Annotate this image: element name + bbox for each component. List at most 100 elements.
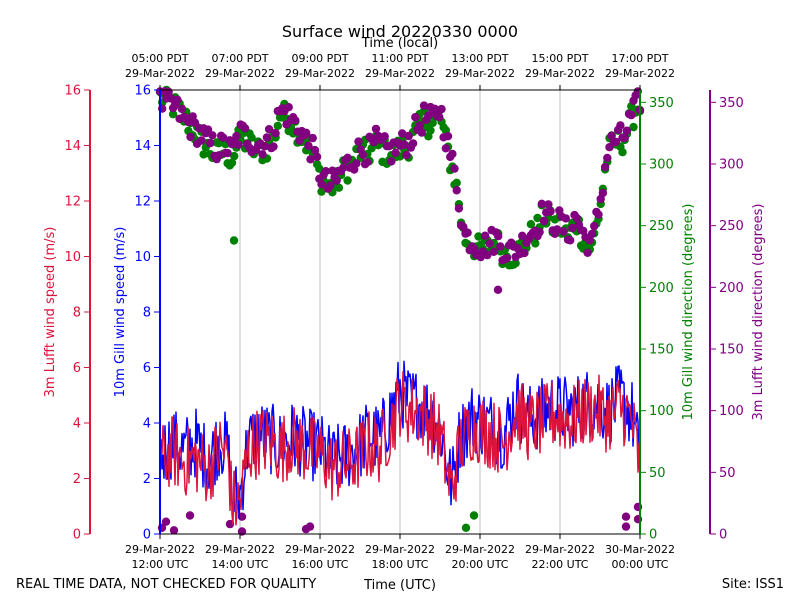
- gill-direction-axis-tick-label: 250: [649, 219, 674, 234]
- direction-point: [306, 155, 315, 164]
- utc-tick-time: 00:00 UTC: [611, 558, 668, 571]
- direction-point: [161, 517, 171, 526]
- series-3m-lufft-wind-direction: [155, 87, 645, 536]
- direction-point: [452, 186, 461, 195]
- chart-title: Surface wind 20220330 0000: [282, 22, 518, 41]
- gill-speed-axis-tick-label: 4: [143, 417, 151, 432]
- gill-speed-axis-tick-label: 12: [134, 195, 151, 210]
- direction-point: [520, 248, 529, 258]
- gill-speed-axis-tick-label: 2: [143, 472, 151, 487]
- direction-point: [448, 149, 457, 159]
- top-axis-label: Time (local): [361, 36, 438, 51]
- utc-tick-date: 29-Mar-2022: [205, 543, 275, 556]
- local-tick-date: 29-Mar-2022: [445, 67, 515, 80]
- direction-point: [537, 199, 546, 208]
- gill-direction-axis-label: 10m Gill wind direction (degrees): [681, 204, 696, 421]
- local-tick-time: 13:00 PDT: [451, 52, 508, 65]
- direction-point: [402, 151, 411, 160]
- direction-point: [227, 158, 237, 167]
- direction-point: [334, 183, 344, 192]
- direction-point: [264, 125, 274, 134]
- lufft-direction-axis-tick-label: 150: [719, 343, 744, 358]
- utc-tick-date: 29-Mar-2022: [525, 543, 595, 556]
- direction-point: [594, 210, 603, 219]
- direction-point: [419, 101, 429, 110]
- direction-point: [544, 200, 553, 209]
- direction-point: [229, 236, 239, 245]
- direction-point: [219, 133, 228, 142]
- quality-disclaimer: REAL TIME DATA, NOT CHECKED FOR QUALITY: [16, 577, 316, 592]
- direction-point: [343, 153, 352, 162]
- direction-point: [417, 128, 426, 137]
- local-tick-time: 09:00 PDT: [291, 52, 348, 65]
- direction-point: [552, 225, 562, 234]
- lufft-direction-axis-tick-label: 200: [719, 281, 744, 296]
- direction-point: [441, 144, 450, 153]
- direction-point: [408, 139, 418, 148]
- direction-point: [459, 222, 468, 231]
- utc-tick-time: 16:00 UTC: [291, 558, 348, 571]
- bottom-axis-label: Time (UTC): [363, 578, 436, 593]
- direction-point: [326, 181, 335, 190]
- utc-tick-time: 22:00 UTC: [531, 558, 588, 571]
- lufft-speed-axis-tick-label: 14: [64, 139, 81, 154]
- direction-point: [621, 512, 631, 521]
- utc-tick-time: 14:00 UTC: [211, 558, 268, 571]
- direction-point: [223, 148, 232, 158]
- gill-direction-axis-tick-label: 150: [649, 343, 674, 358]
- lufft-speed-axis-tick-label: 4: [73, 417, 81, 432]
- gill-speed-axis-tick-label: 14: [134, 139, 151, 154]
- direction-point: [474, 232, 483, 241]
- direction-point: [185, 511, 195, 520]
- direction-point: [489, 247, 498, 256]
- direction-point: [621, 522, 631, 531]
- lufft-direction-axis-tick-label: 300: [719, 158, 744, 173]
- direction-point: [502, 254, 512, 263]
- gill-direction-axis-tick-label: 0: [649, 528, 657, 543]
- direction-point: [483, 250, 492, 260]
- gill-speed-axis: 0 2 4 6 8 10 12 14 16: [134, 84, 161, 543]
- direction-point: [618, 148, 627, 157]
- gill-speed-axis-tick-label: 10: [134, 250, 151, 265]
- direction-point: [559, 227, 568, 236]
- direction-point: [237, 512, 247, 521]
- direction-point: [450, 164, 459, 173]
- direction-point: [566, 236, 575, 245]
- direction-point: [430, 104, 440, 114]
- direction-point: [387, 157, 396, 166]
- direction-point: [332, 176, 341, 185]
- direction-point: [199, 150, 208, 159]
- local-tick-date: 29-Mar-2022: [525, 67, 595, 80]
- direction-point: [426, 126, 435, 135]
- lufft-speed-axis: 0 2 4 6 8 10 12 14 16: [64, 84, 91, 543]
- direction-point: [531, 239, 540, 248]
- local-tick-date: 29-Mar-2022: [205, 67, 275, 80]
- direction-point: [572, 213, 581, 223]
- direction-point: [186, 132, 195, 142]
- direction-point: [328, 166, 337, 175]
- direction-point: [627, 110, 636, 120]
- utc-tick-time: 18:00 UTC: [371, 558, 428, 571]
- direction-point: [583, 248, 592, 257]
- utc-tick-time: 12:00 UTC: [131, 558, 188, 571]
- lufft-direction-axis: 0 50 100 150 200 250 300 350: [709, 90, 744, 543]
- direction-point: [435, 113, 444, 122]
- local-tick-date: 29-Mar-2022: [285, 67, 355, 80]
- direction-point: [371, 124, 381, 134]
- direction-point: [232, 131, 241, 141]
- direction-point: [308, 133, 317, 143]
- direction-point: [587, 229, 597, 239]
- utc-tick-date: 29-Mar-2022: [285, 543, 355, 556]
- direction-point: [343, 176, 352, 185]
- direction-point: [190, 118, 200, 127]
- direction-point: [312, 152, 322, 161]
- lufft-speed-axis-tick-label: 2: [73, 472, 81, 487]
- direction-point: [469, 511, 479, 520]
- direction-point: [208, 131, 217, 140]
- lufft-direction-axis-tick-label: 50: [719, 466, 736, 481]
- gill-speed-axis-tick-label: 0: [143, 528, 151, 543]
- direction-point: [463, 228, 472, 237]
- direction-point: [452, 178, 461, 187]
- direction-point: [168, 110, 178, 119]
